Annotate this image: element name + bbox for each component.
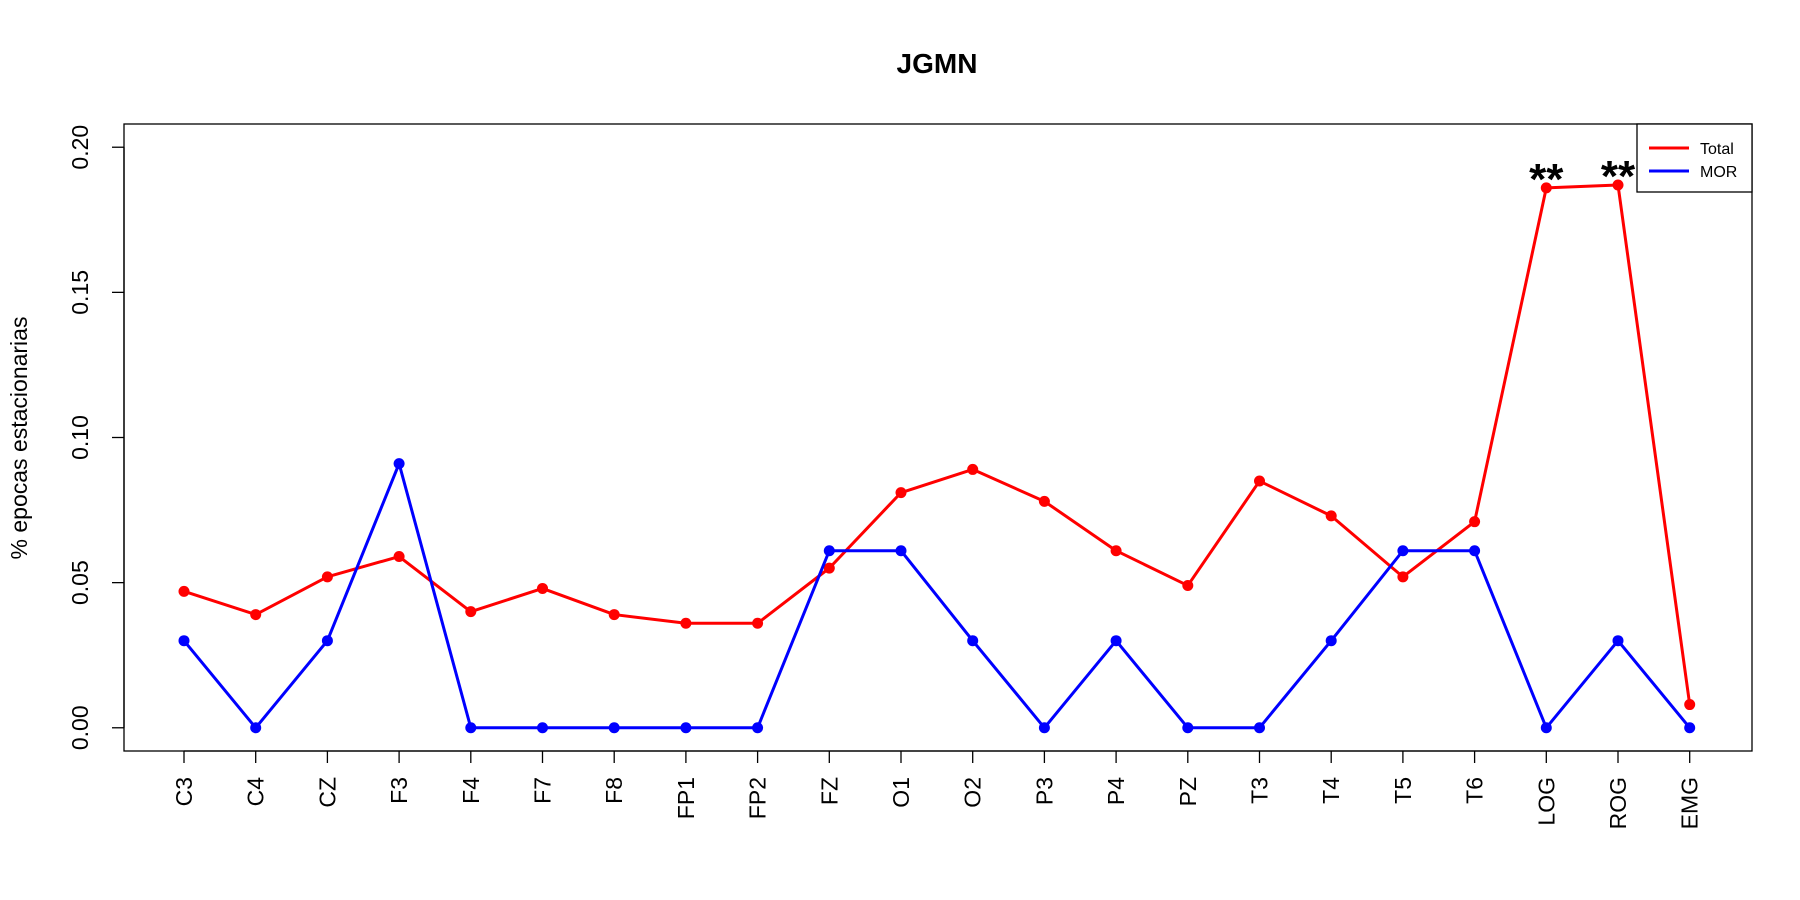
y-tick-label: 0.05 bbox=[67, 560, 93, 605]
data-point bbox=[393, 458, 405, 470]
x-tick-label: FP2 bbox=[745, 777, 771, 819]
x-tick-label: P3 bbox=[1031, 777, 1057, 805]
data-point bbox=[537, 722, 548, 734]
data-point bbox=[178, 635, 190, 647]
y-tick-label: 0.10 bbox=[67, 415, 93, 460]
data-point bbox=[1182, 580, 1194, 592]
significance-marker: ** bbox=[1601, 152, 1636, 201]
data-point bbox=[1254, 722, 1265, 734]
x-tick-label: T4 bbox=[1318, 777, 1344, 804]
x-tick-label: LOG bbox=[1533, 777, 1559, 826]
legend: Total MOR bbox=[1636, 123, 1753, 193]
x-tick-label: PZ bbox=[1175, 777, 1201, 806]
y-tick-label: 0.00 bbox=[67, 705, 93, 750]
data-point bbox=[465, 606, 477, 618]
data-point bbox=[1325, 510, 1337, 522]
data-point bbox=[1110, 545, 1122, 557]
annotations: ** ** bbox=[1529, 152, 1636, 204]
data-point bbox=[465, 722, 477, 734]
x-tick-label: CZ bbox=[314, 777, 340, 808]
x-tick-label: T5 bbox=[1390, 777, 1416, 804]
data-point bbox=[537, 582, 548, 594]
chart-title: JGMN bbox=[897, 48, 978, 79]
data-point bbox=[608, 609, 620, 621]
legend-item-total: Total bbox=[1649, 141, 1734, 158]
x-tick-label: F7 bbox=[530, 777, 556, 804]
legend-box bbox=[1636, 123, 1753, 193]
legend-label: MOR bbox=[1700, 164, 1737, 181]
y-tick-label: 0.20 bbox=[67, 125, 93, 170]
series-layer bbox=[178, 179, 1696, 734]
series-total bbox=[178, 179, 1696, 711]
legend-item-mor: MOR bbox=[1649, 164, 1737, 181]
data-point bbox=[1397, 545, 1409, 557]
data-point bbox=[823, 545, 835, 557]
x-tick-label: FP1 bbox=[673, 777, 699, 819]
x-tick-label: FZ bbox=[816, 777, 842, 805]
data-point bbox=[895, 545, 907, 557]
y-axis-label: % epocas estacionarias bbox=[6, 317, 32, 560]
data-point bbox=[752, 722, 764, 734]
data-point bbox=[895, 487, 907, 499]
data-point bbox=[1397, 571, 1409, 583]
x-tick-label: O2 bbox=[960, 777, 986, 808]
data-point bbox=[680, 617, 692, 629]
data-point bbox=[967, 635, 979, 647]
data-point bbox=[1325, 635, 1337, 647]
data-point bbox=[393, 551, 405, 563]
x-tick-label: P4 bbox=[1103, 777, 1129, 805]
y-tick-label: 0.15 bbox=[67, 270, 93, 315]
series-line bbox=[183, 183, 1692, 705]
data-point bbox=[178, 585, 190, 597]
significance-marker: ** bbox=[1529, 155, 1564, 204]
data-point bbox=[1110, 635, 1122, 647]
x-tick-label: ROG bbox=[1605, 777, 1631, 829]
data-point bbox=[752, 617, 764, 629]
data-point bbox=[1182, 722, 1194, 734]
x-tick-label: T6 bbox=[1462, 777, 1488, 804]
x-tick-label: O1 bbox=[888, 777, 914, 808]
x-tick-label: F4 bbox=[458, 777, 484, 804]
data-point bbox=[1469, 516, 1481, 528]
series-mor bbox=[178, 458, 1696, 734]
data-point bbox=[823, 562, 835, 574]
data-point bbox=[1612, 179, 1624, 191]
data-point bbox=[1038, 722, 1050, 734]
data-point bbox=[1038, 495, 1050, 507]
data-point bbox=[1469, 545, 1481, 557]
data-point bbox=[1254, 475, 1265, 487]
y-axis: 0.00 0.05 0.10 0.15 0.20 bbox=[67, 125, 125, 750]
data-point bbox=[1684, 699, 1696, 711]
data-point bbox=[1612, 635, 1624, 647]
x-tick-label: C4 bbox=[243, 777, 269, 807]
series-line bbox=[182, 462, 1691, 730]
x-tick-label: EMG bbox=[1677, 777, 1703, 829]
data-point bbox=[1540, 722, 1552, 734]
x-tick-label: F3 bbox=[386, 777, 412, 804]
x-axis: C3 C4 CZ F3 F4 F7 F8 FP1 FP2 FZ O1 O2 P3 P4 PZ T3 T4 T5 T6… bbox=[171, 750, 1703, 829]
data-point bbox=[250, 722, 262, 734]
x-tick-label: F8 bbox=[601, 777, 627, 804]
legend-label: Total bbox=[1700, 141, 1734, 158]
data-point bbox=[321, 571, 333, 583]
data-point bbox=[250, 609, 262, 621]
data-point bbox=[321, 635, 333, 647]
data-point bbox=[967, 463, 979, 475]
data-point bbox=[608, 722, 620, 734]
data-point bbox=[1684, 722, 1696, 734]
x-tick-label: T3 bbox=[1247, 777, 1273, 804]
plot-frame bbox=[123, 123, 1753, 752]
x-tick-label: C3 bbox=[171, 777, 197, 806]
data-point bbox=[680, 722, 692, 734]
data-point bbox=[1540, 182, 1552, 194]
